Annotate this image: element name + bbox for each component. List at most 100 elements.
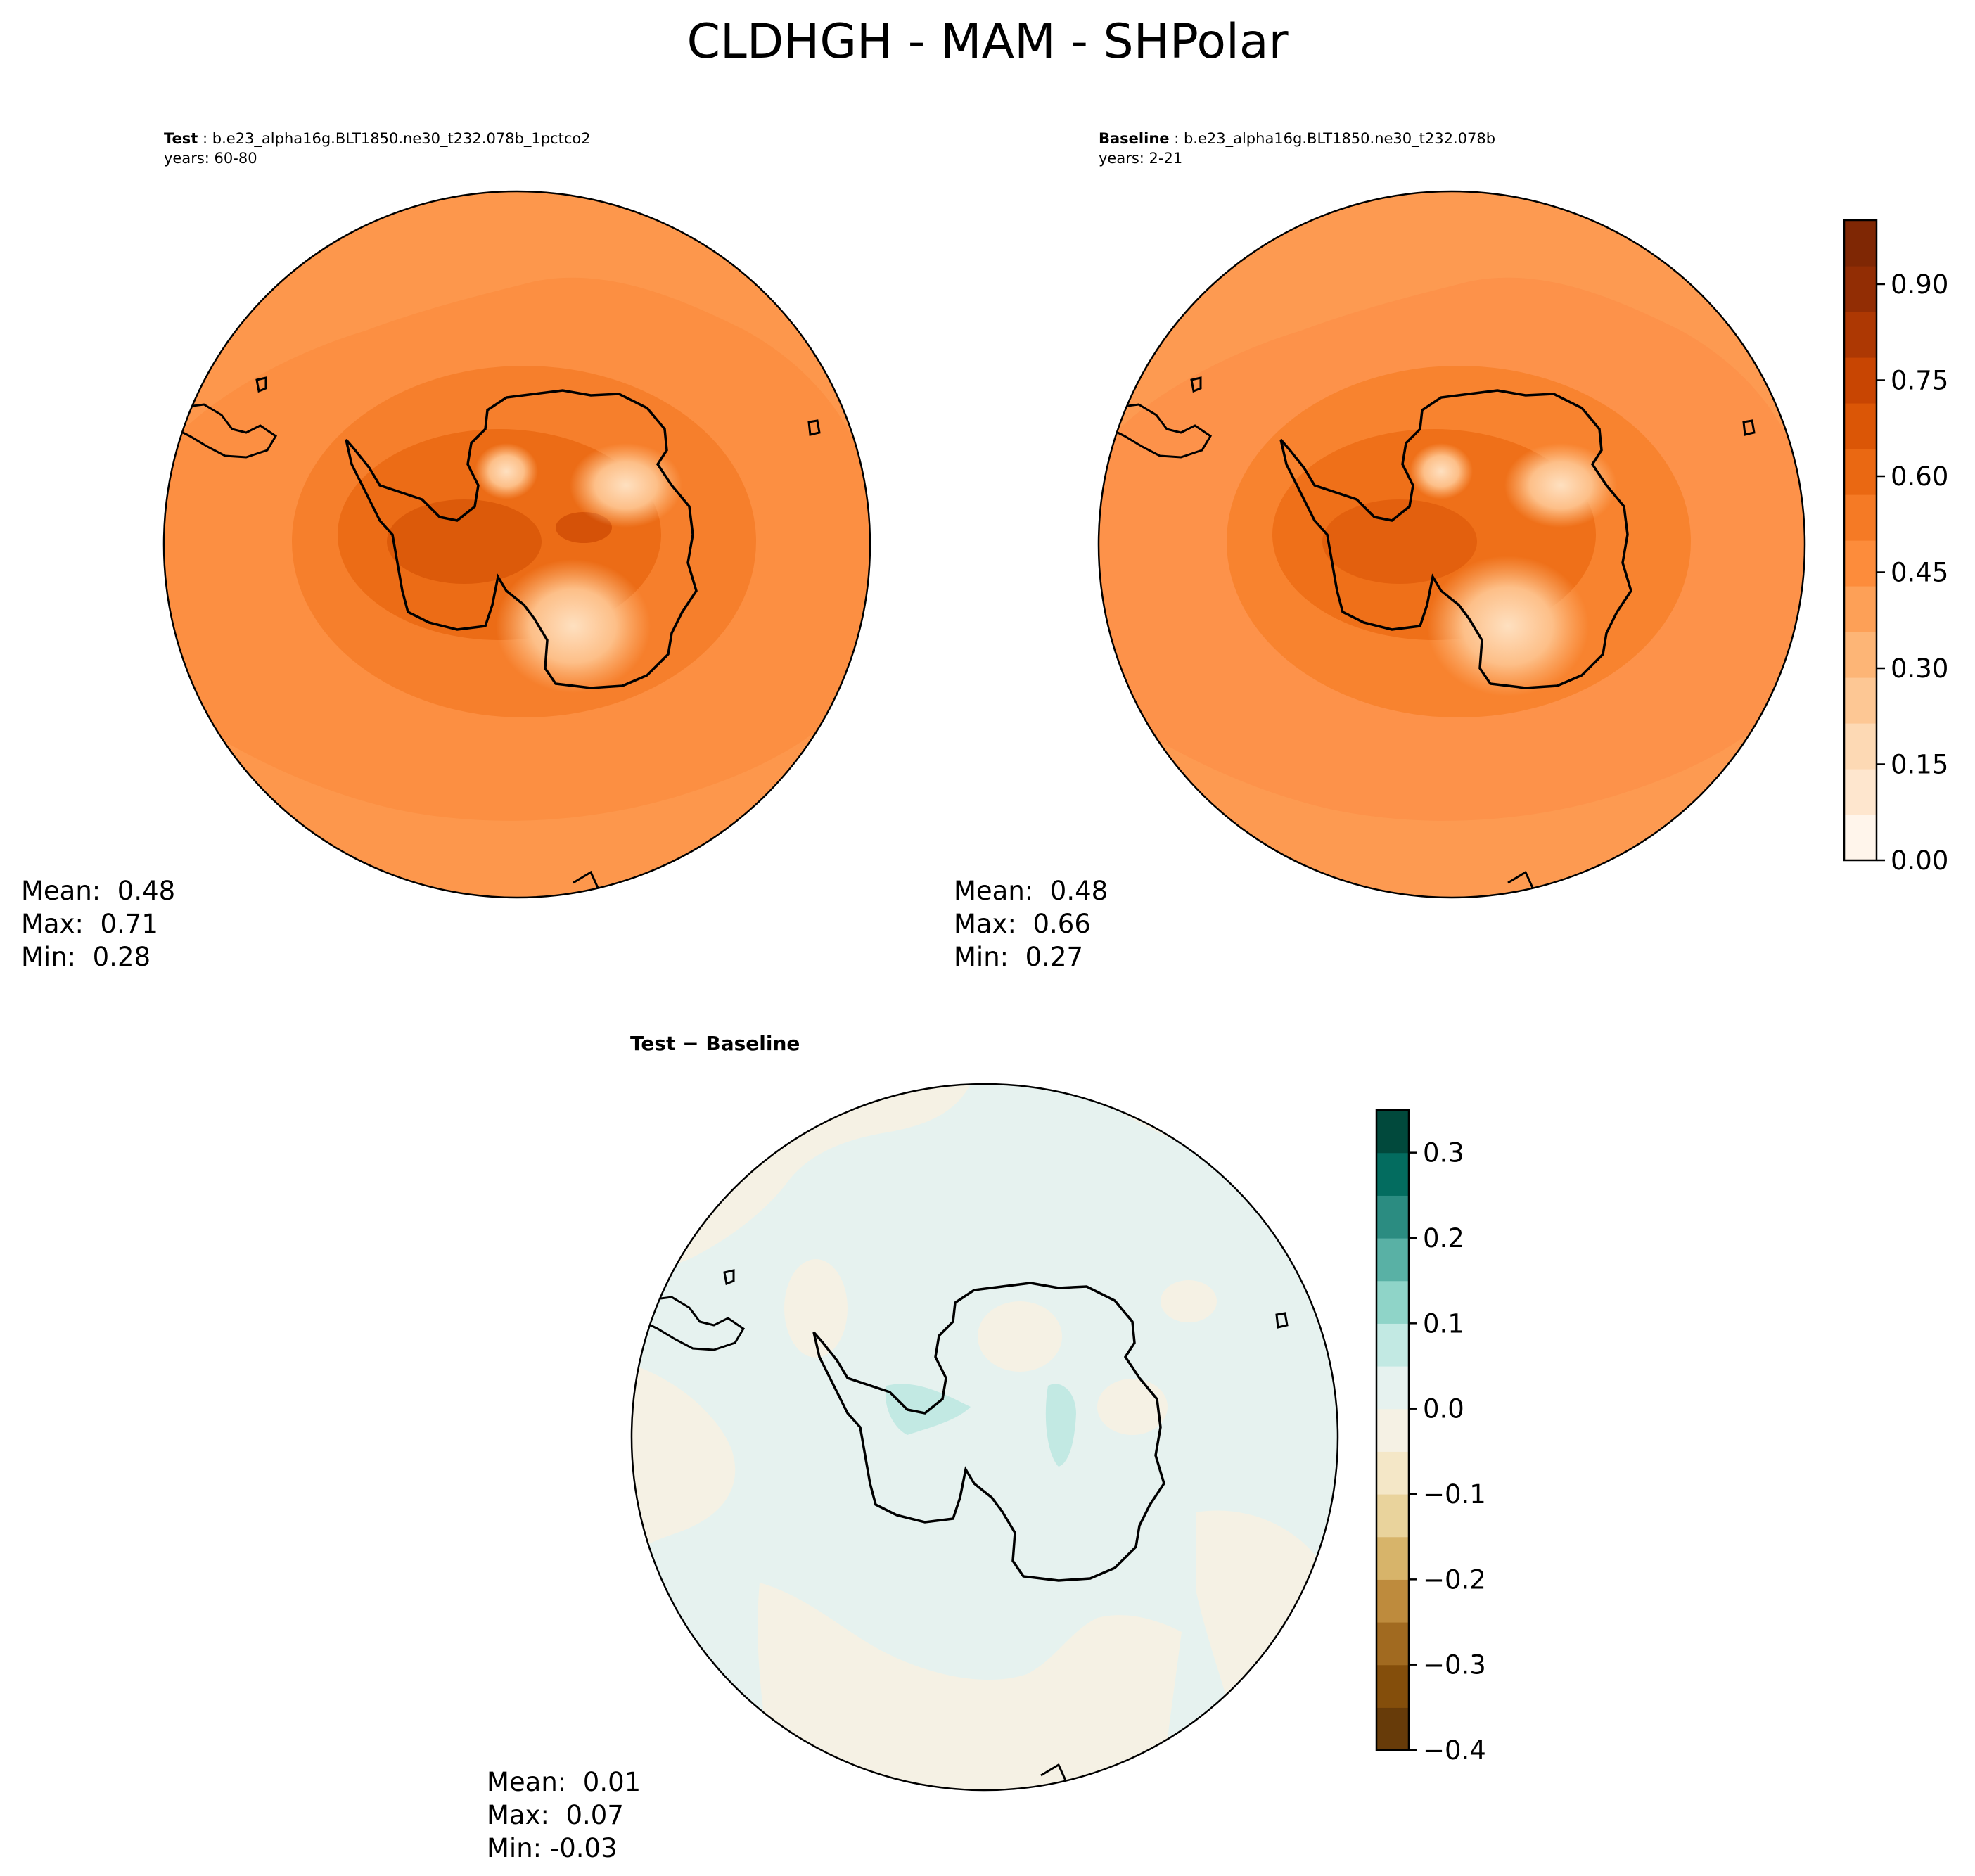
diff-colorbar-tick-label: −0.3 xyxy=(1423,1650,1486,1680)
main-colorbar-tick-label: 0.30 xyxy=(1891,653,1948,684)
baseline-map xyxy=(1097,190,1806,899)
diff-panel-title: Test − Baseline xyxy=(630,1034,800,1054)
test-light-spot-3 xyxy=(475,443,538,499)
diff-colorbar-segment xyxy=(1376,1536,1409,1580)
main-colorbar-segment xyxy=(1844,586,1877,632)
diff-colorbar-segment xyxy=(1376,1110,1409,1154)
diff-colorbar-segment xyxy=(1376,1195,1409,1239)
diff-stats: Mean: 0.01 Max: 0.07 Min: -0.03 xyxy=(487,1766,641,1865)
baseline-case-name: b.e23_alpha16g.BLT1850.ne30_t232.078b xyxy=(1183,130,1496,147)
diff-colorbar-tick-label: 0.2 xyxy=(1423,1223,1464,1253)
diff-colorbar: −0.4 −0.3 −0.2 −0.1 0.0 0.1 0.2 0.3 xyxy=(1375,1109,1486,1766)
test-label: Test xyxy=(164,130,198,147)
baseline-label: Baseline xyxy=(1099,130,1170,147)
diff-map xyxy=(630,1083,1339,1792)
figure-title: CLDHGH - MAM - SHPolar xyxy=(686,14,1289,70)
diff-max: Max: 0.07 xyxy=(487,1800,624,1830)
test-light-spot-1 xyxy=(570,443,682,528)
diff-colorbar-segment xyxy=(1376,1451,1409,1495)
test-map-boundary xyxy=(162,190,871,899)
baseline-darkest-core xyxy=(1322,499,1477,584)
test-panel-title: Test : b.e23_alpha16g.BLT1850.ne30_t232.… xyxy=(164,130,591,167)
main-colorbar-frame xyxy=(1843,219,1878,862)
diff-colorbar-tick-label: 0.3 xyxy=(1423,1138,1464,1168)
baseline-light-band xyxy=(1099,191,1805,492)
test-light-band xyxy=(164,191,870,492)
main-colorbar-tick-label: 0.90 xyxy=(1891,269,1948,300)
main-colorbar-segment xyxy=(1844,677,1877,724)
test-case-name: b.e23_alpha16g.BLT1850.ne30_t232.078b_1p… xyxy=(212,130,591,147)
main-colorbar-segment xyxy=(1844,494,1877,541)
baseline-years: years: 2-21 xyxy=(1099,150,1183,167)
diff-colorbar-tick-label: −0.2 xyxy=(1423,1564,1486,1595)
diff-colorbar-segment xyxy=(1376,1408,1409,1452)
diff-colorbar-segment xyxy=(1376,1323,1409,1367)
diff-label: Test − Baseline xyxy=(630,1032,800,1055)
diff-south-america-coastline xyxy=(643,1296,746,1351)
main-colorbar-segment xyxy=(1844,266,1877,312)
diff-colorbar-segment xyxy=(1376,1152,1409,1196)
diff-colorbar-segment xyxy=(1376,1238,1409,1282)
main-colorbar-tick-label: 0.15 xyxy=(1891,750,1948,780)
diff-antarctica-coastline xyxy=(812,1282,1165,1582)
main-colorbar-segment xyxy=(1844,449,1877,495)
baseline-max: Max: 0.66 xyxy=(954,909,1091,939)
test-darkest-core xyxy=(387,499,542,584)
diff-colorbar-segment xyxy=(1376,1664,1409,1708)
baseline-mean: Mean: 0.48 xyxy=(954,876,1108,906)
test-min: Min: 0.28 xyxy=(21,942,151,972)
diff-min: Min: -0.03 xyxy=(487,1833,618,1863)
main-colorbar-tick-label: 0.00 xyxy=(1891,846,1948,876)
test-island-1 xyxy=(807,419,821,436)
test-south-america-coastline xyxy=(175,403,278,459)
baseline-island-2 xyxy=(1190,376,1202,393)
main-colorbar-segment xyxy=(1844,220,1877,267)
main-colorbar-segment xyxy=(1844,815,1877,861)
main-colorbar-segment xyxy=(1844,723,1877,770)
main-colorbar-segment xyxy=(1844,312,1877,358)
diff-colorbar-segment xyxy=(1376,1494,1409,1538)
diff-colorbar-tick-label: −0.1 xyxy=(1423,1479,1486,1510)
test-antarctica-coastline xyxy=(345,389,698,689)
diff-island-2 xyxy=(723,1269,735,1286)
baseline-light-spot-3 xyxy=(1410,443,1473,499)
test-light-band-south xyxy=(164,675,870,898)
diff-colorbar-tick-label: 0.0 xyxy=(1423,1394,1464,1424)
diff-colorbar-segment xyxy=(1376,1366,1409,1410)
baseline-light-spot-1 xyxy=(1504,443,1617,528)
baseline-map-boundary xyxy=(1097,190,1806,899)
diff-colorbar-segment xyxy=(1376,1622,1409,1666)
test-years: years: 60-80 xyxy=(164,150,257,167)
main-colorbar-tick-label: 0.45 xyxy=(1891,558,1948,588)
main-colorbar-tick-label: 0.75 xyxy=(1891,366,1948,396)
baseline-antarctica-coastline xyxy=(1279,389,1632,689)
baseline-min: Min: 0.27 xyxy=(954,942,1084,972)
diff-colorbar-frame xyxy=(1375,1109,1410,1751)
main-colorbar-segment xyxy=(1844,632,1877,678)
baseline-light-band-south xyxy=(1099,675,1805,898)
baseline-island-1 xyxy=(1742,419,1756,436)
test-map xyxy=(162,190,871,899)
baseline-south-america-coastline xyxy=(1110,403,1213,459)
main-colorbar-segment xyxy=(1844,540,1877,587)
diff-colorbar-segment xyxy=(1376,1579,1409,1623)
diff-colorbar-tick-label: 0.1 xyxy=(1423,1308,1464,1339)
test-mean: Mean: 0.48 xyxy=(21,876,176,906)
diff-mean: Mean: 0.01 xyxy=(487,1767,641,1797)
test-light-spot-2 xyxy=(496,559,651,693)
test-max: Max: 0.71 xyxy=(21,909,158,939)
baseline-stats: Mean: 0.48 Max: 0.66 Min: 0.27 xyxy=(954,874,1108,974)
diff-map-boundary xyxy=(630,1083,1339,1792)
test-stats: Mean: 0.48 Max: 0.71 Min: 0.28 xyxy=(21,874,175,974)
baseline-light-spot-2 xyxy=(1427,556,1589,696)
main-colorbar-tick-label: 0.60 xyxy=(1891,461,1948,492)
test-island-2 xyxy=(255,376,267,393)
main-colorbar: 0.00 0.15 0.30 0.45 0.60 0.75 0.90 xyxy=(1843,219,1948,876)
diff-colorbar-segment xyxy=(1376,1707,1409,1751)
diff-colorbar-segment xyxy=(1376,1280,1409,1324)
diff-island-1 xyxy=(1275,1312,1289,1329)
diff-colorbar-tick-label: −0.4 xyxy=(1423,1735,1486,1766)
baseline-panel-title: Baseline : b.e23_alpha16g.BLT1850.ne30_t… xyxy=(1099,130,1496,167)
main-colorbar-segment xyxy=(1844,403,1877,449)
